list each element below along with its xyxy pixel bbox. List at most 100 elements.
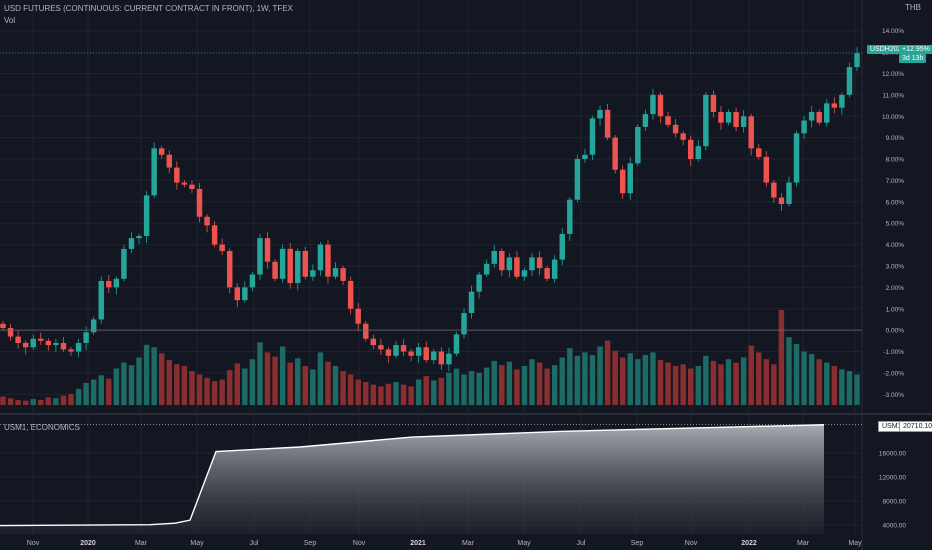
candle-body xyxy=(393,345,399,356)
candle-body xyxy=(536,257,543,269)
candle-body xyxy=(665,116,671,125)
candle-body xyxy=(839,94,845,108)
volume-bar xyxy=(695,365,702,405)
volume-bar xyxy=(189,371,195,405)
volume-bar xyxy=(347,374,354,405)
candle-body xyxy=(30,338,36,348)
candle-body xyxy=(272,261,278,279)
volume-bar xyxy=(688,368,694,405)
candle-body xyxy=(287,248,293,284)
lower-value-tag: 20710.10 xyxy=(899,421,932,432)
volume-bar xyxy=(453,368,460,405)
candle-body xyxy=(619,169,626,194)
volume-bar xyxy=(128,365,135,405)
lower-y-tick-label: 16000.00 xyxy=(879,451,906,458)
candle-body xyxy=(385,349,392,356)
candle-body xyxy=(264,238,271,262)
volume-bar xyxy=(234,363,241,405)
candle-body xyxy=(166,154,172,168)
volume-bar xyxy=(506,361,513,405)
candle-body xyxy=(279,248,286,279)
candle-body xyxy=(143,195,150,237)
volume-bar xyxy=(90,379,97,405)
candle-body xyxy=(824,103,830,123)
volume-bar xyxy=(604,340,611,405)
y-tick-label: 0.00% xyxy=(886,328,905,335)
candle-body xyxy=(446,353,452,365)
lower-y-tick-label: 4000.00 xyxy=(883,523,907,530)
volume-bar xyxy=(582,352,588,405)
candle-body xyxy=(763,156,770,183)
lower-y-tick-label: 12000.00 xyxy=(879,475,906,482)
volume-bar xyxy=(325,361,331,405)
volume-bar xyxy=(279,346,286,405)
volume-bar xyxy=(854,374,860,405)
candle-body xyxy=(514,257,520,277)
usm1-line xyxy=(0,424,825,527)
volume-bar xyxy=(370,384,377,405)
volume-bar xyxy=(143,344,150,405)
volume-bar xyxy=(529,359,535,405)
x-tick-label: 2022 xyxy=(741,540,757,547)
candle-body xyxy=(567,199,573,234)
volume-bar xyxy=(75,388,82,405)
candle-body xyxy=(506,257,513,271)
candle-body xyxy=(423,347,429,361)
volume-bar xyxy=(725,359,732,405)
candle-body xyxy=(604,109,611,138)
volume-bar xyxy=(672,365,679,405)
volume-bar xyxy=(393,382,399,405)
candle-body xyxy=(589,118,596,155)
candle-body xyxy=(695,146,702,160)
candle-body xyxy=(756,148,762,157)
currency-label: THB xyxy=(905,3,921,12)
volume-legend: Vol xyxy=(4,16,16,25)
volume-bar xyxy=(597,346,603,405)
candle-body xyxy=(22,342,29,348)
candle-body xyxy=(438,351,445,365)
volume-bar xyxy=(174,364,180,405)
candle-body xyxy=(249,274,256,288)
volume-bar xyxy=(612,350,618,405)
y-tick-label: -2.00% xyxy=(883,370,904,377)
candle-body xyxy=(53,342,59,346)
volume-bar xyxy=(38,399,44,405)
candle-body xyxy=(808,111,815,121)
candle-body xyxy=(748,116,754,149)
candle-body xyxy=(680,133,686,140)
candle-body xyxy=(431,351,437,361)
volume-bar xyxy=(295,358,301,405)
volume-bar xyxy=(756,352,762,405)
x-tick-label: May xyxy=(517,540,531,547)
candle-body xyxy=(257,238,263,275)
lower-y-tick-label: 8000.00 xyxy=(883,499,907,506)
volume-bar xyxy=(771,364,777,405)
volume-bar xyxy=(665,362,671,405)
volume-bar xyxy=(302,365,309,405)
x-tick-label: May xyxy=(848,540,862,547)
volume-bar xyxy=(363,382,369,405)
volume-bar xyxy=(106,378,112,405)
candle-body xyxy=(174,167,180,183)
volume-bar xyxy=(0,396,6,405)
volume-bar xyxy=(53,398,59,405)
volume-bar xyxy=(113,368,120,405)
candle-body xyxy=(332,268,339,277)
y-tick-label: -1.00% xyxy=(883,349,904,356)
candle-body xyxy=(7,328,14,337)
volume-bar xyxy=(642,354,649,405)
volume-bar xyxy=(431,380,437,405)
candle-body xyxy=(15,336,21,343)
volume-bar xyxy=(332,365,339,405)
candle-body xyxy=(468,291,475,314)
volume-bar xyxy=(574,355,581,405)
y-tick-label: -3.00% xyxy=(883,392,904,399)
candle-body xyxy=(453,334,460,354)
volume-bar xyxy=(483,367,490,405)
candle-body xyxy=(370,338,377,346)
candle-body xyxy=(0,323,6,328)
volume-bar xyxy=(310,369,316,405)
candle-body xyxy=(627,163,633,194)
volume-bar xyxy=(408,386,414,405)
